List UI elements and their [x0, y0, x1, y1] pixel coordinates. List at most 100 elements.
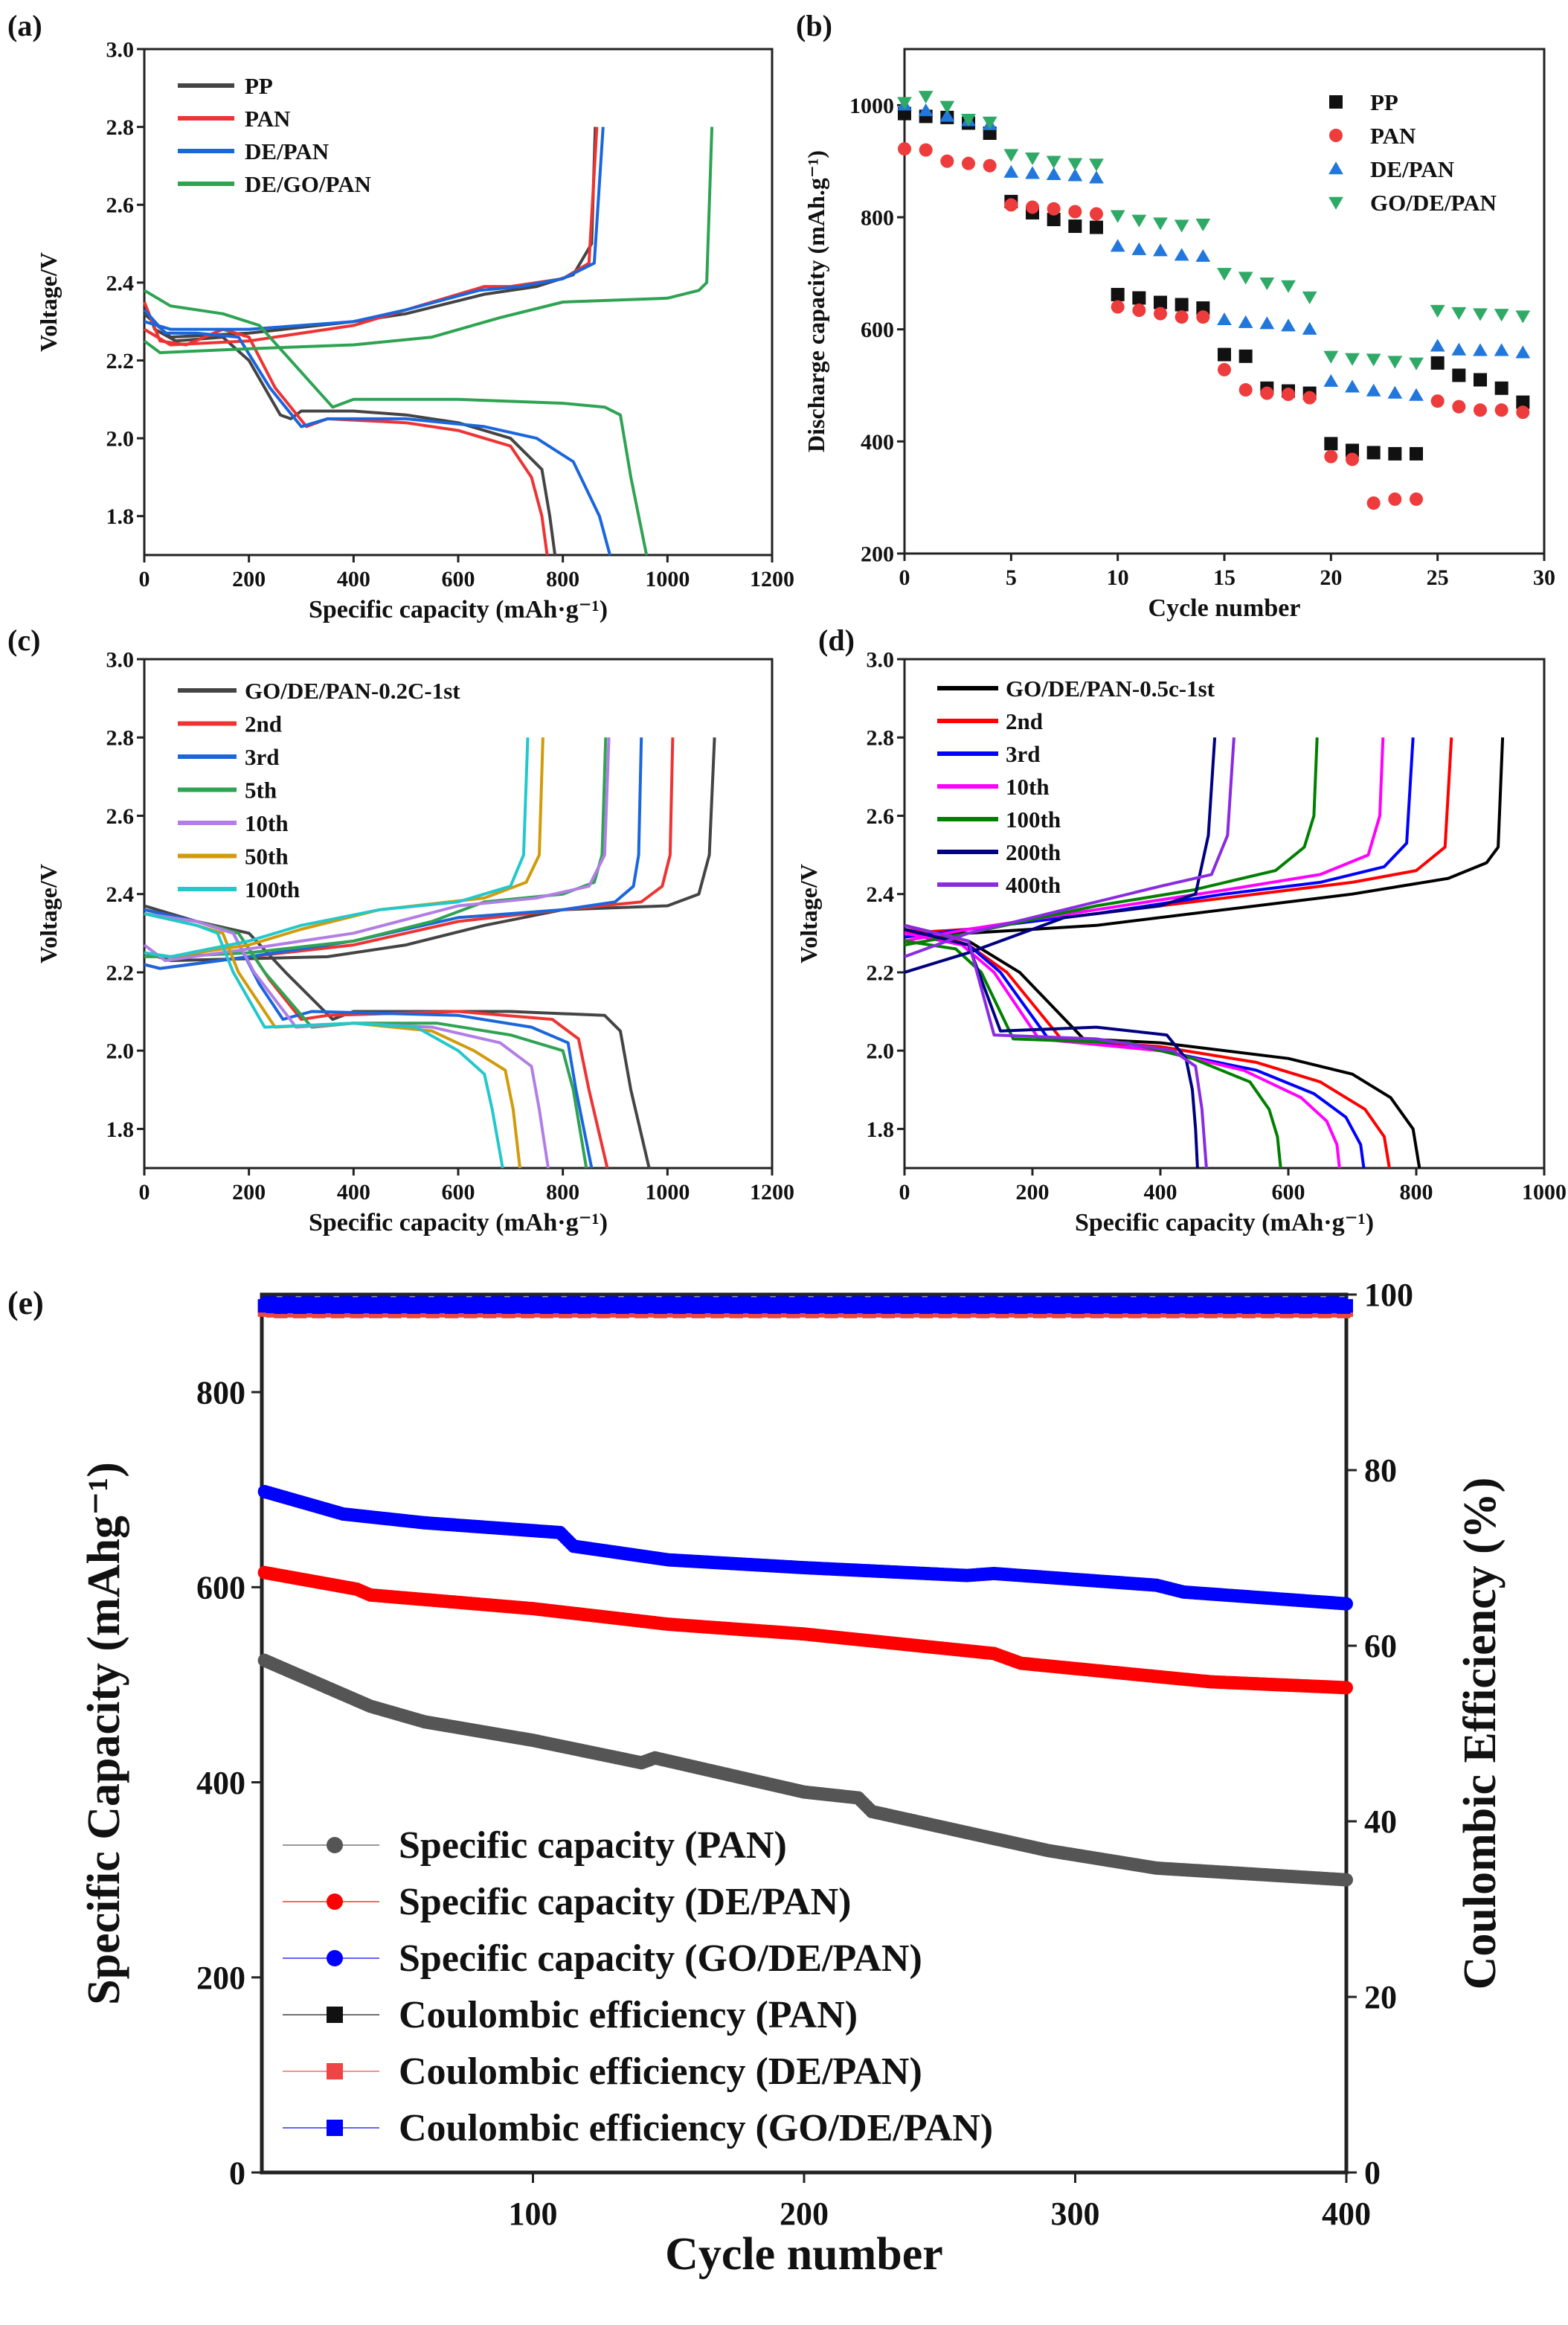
x-tick-label: 600	[442, 1180, 475, 1205]
data-point	[1238, 272, 1253, 285]
x-tick-label: 800	[546, 567, 579, 591]
legend-label: GO/DE/PAN-0.2C-1st	[245, 678, 460, 704]
panel-label: (e)	[7, 1285, 44, 1321]
y-tick-label: 600	[196, 1570, 245, 1606]
x-tick-label: 300	[1051, 2196, 1100, 2232]
charge-curve	[144, 737, 716, 963]
y-tick-label: 0	[229, 2155, 245, 2191]
legend-label: GO/DE/PAN	[1370, 190, 1497, 216]
data-point	[1324, 437, 1338, 451]
data-point	[1451, 307, 1467, 320]
discharge-curve	[143, 309, 611, 556]
data-point	[1003, 164, 1019, 178]
charge-curve	[905, 737, 1505, 935]
x-tick-label: 100	[509, 2196, 558, 2232]
data-point	[1323, 350, 1339, 364]
legend-label: 3rd	[1006, 741, 1041, 767]
data-point	[1090, 220, 1103, 234]
data-point	[1340, 1299, 1353, 1313]
legend-label: 400th	[1006, 872, 1061, 898]
legend-label: 2nd	[245, 711, 282, 737]
data-point	[1046, 155, 1061, 169]
data-point	[1259, 316, 1275, 330]
y-tick-label: 2.0	[867, 1039, 895, 1064]
legend-label: 50th	[245, 844, 289, 870]
legend-marker	[1329, 95, 1343, 109]
panel-c: (c) 0 200 400 600 800 1000 1200 1.8 2.0 2.2 2.4 2.6 2…	[7, 623, 794, 1237]
y-tick-label: 2.4	[106, 271, 135, 295]
legend-marker	[327, 2063, 343, 2079]
charge-curve	[904, 737, 1385, 943]
y-axis-title: Voltage/V	[35, 864, 62, 963]
y-tick-label: 3.0	[106, 648, 135, 673]
data-point	[1068, 219, 1082, 234]
legend-label: 100th	[245, 876, 300, 902]
x-tick-label: 200	[1016, 1180, 1050, 1205]
data-point	[962, 156, 975, 170]
x-tick-label: 25	[1427, 565, 1449, 590]
y-right-tick-label: 40	[1364, 1803, 1397, 1840]
x-axis-title: Specific capacity (mAh·g⁻¹)	[309, 596, 608, 623]
data-point	[1302, 391, 1317, 405]
data-point	[1067, 168, 1083, 182]
y-tick-label: 2.6	[867, 804, 895, 829]
panel-label: (b)	[796, 9, 832, 42]
legend-label: 2nd	[1006, 708, 1043, 734]
y-right-tick-label: 0	[1364, 2155, 1381, 2191]
plot-frame	[903, 48, 1546, 555]
charge-curve	[143, 737, 611, 963]
legend-label: 5th	[245, 777, 277, 804]
data-point	[1494, 403, 1508, 417]
data-point	[1110, 210, 1125, 223]
data-point	[898, 142, 911, 156]
y-tick-label: 600	[861, 318, 894, 342]
discharge-curve	[144, 912, 504, 1169]
data-point	[1111, 300, 1125, 314]
data-point	[1026, 200, 1039, 214]
y-tick-label: 2.8	[867, 726, 895, 751]
x-tick-label: 400	[1144, 1180, 1177, 1205]
data-point	[940, 154, 954, 168]
data-point	[1217, 312, 1232, 326]
data-point	[1175, 298, 1189, 312]
x-tick-label: 15	[1213, 565, 1236, 590]
panel-label: (c)	[7, 623, 40, 657]
legend-marker	[1329, 129, 1343, 142]
legend-label: Specific capacity (PAN)	[399, 1824, 787, 1867]
panel-d: (d) 0 200 400 600 800 1000 1.8 2.0 2.2 2.4 2.6 2.8 3.…	[795, 623, 1567, 1237]
legend-label: PP	[1370, 89, 1398, 115]
y-right-tick-label: 80	[1364, 1452, 1397, 1489]
x-tick-label: 1200	[750, 1180, 794, 1205]
y-tick-label: 200	[196, 1960, 245, 1996]
data-point	[961, 113, 976, 127]
data-point	[1218, 362, 1231, 376]
x-tick-label: 200	[232, 567, 266, 591]
x-tick-label: 1000	[645, 567, 690, 591]
data-point	[1388, 446, 1402, 461]
series-markers	[257, 1653, 1353, 1887]
charge-curve	[143, 126, 597, 339]
x-tick-label: 0	[899, 1180, 910, 1205]
legend-label: 10th	[245, 810, 289, 836]
data-point	[1474, 373, 1487, 387]
data-point	[1452, 400, 1466, 414]
data-point	[1196, 310, 1210, 324]
legend-marker	[1328, 196, 1343, 210]
y-tick-label: 800	[861, 206, 894, 231]
data-point	[1132, 291, 1146, 305]
curves	[143, 126, 714, 556]
data-point	[1281, 318, 1296, 332]
legend-marker	[327, 2007, 343, 2023]
legend-marker	[327, 2120, 343, 2136]
data-point	[1132, 304, 1146, 318]
x-tick-label: 600	[442, 567, 475, 591]
data-point	[1340, 1597, 1353, 1611]
discharge-curve	[904, 928, 1199, 1169]
y-axis-title: Voltage/V	[795, 864, 822, 963]
data-point	[1345, 379, 1360, 393]
legend-label: Specific capacity (GO/DE/PAN)	[399, 1937, 922, 1980]
legend-marker	[327, 1893, 343, 1910]
data-point	[1387, 356, 1403, 369]
y-tick-label: 2.0	[106, 427, 135, 452]
legend-marker	[1328, 161, 1343, 175]
